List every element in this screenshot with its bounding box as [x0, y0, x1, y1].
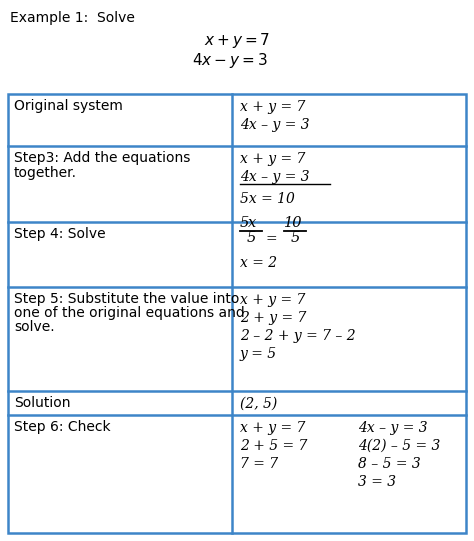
Text: 7 = 7: 7 = 7: [240, 457, 278, 471]
Text: y = 5: y = 5: [240, 347, 277, 361]
Text: 4(2) – 5 = 3: 4(2) – 5 = 3: [358, 439, 440, 453]
Text: Step 6: Check: Step 6: Check: [14, 420, 110, 434]
Text: 4x – y = 3: 4x – y = 3: [358, 421, 428, 435]
Text: 4x – y = 3: 4x – y = 3: [240, 170, 310, 184]
Text: 5: 5: [247, 231, 256, 245]
Text: x = 2: x = 2: [240, 256, 277, 270]
Text: (2, 5): (2, 5): [240, 397, 277, 411]
Text: solve.: solve.: [14, 320, 55, 334]
Text: Original system: Original system: [14, 99, 123, 113]
Text: 2 – 2 + y = 7 – 2: 2 – 2 + y = 7 – 2: [240, 329, 356, 343]
Text: one of the original equations and: one of the original equations and: [14, 306, 245, 320]
Text: 2 + 5 = 7: 2 + 5 = 7: [240, 439, 307, 453]
Text: Step3: Add the equations: Step3: Add the equations: [14, 151, 191, 165]
Text: $x + y = 7$: $x + y = 7$: [204, 31, 270, 50]
Text: together.: together.: [14, 166, 77, 180]
Text: Step 5: Substitute the value into: Step 5: Substitute the value into: [14, 292, 239, 306]
Text: Solution: Solution: [14, 396, 71, 410]
Text: 5x = 10: 5x = 10: [240, 192, 295, 206]
Text: 8 – 5 = 3: 8 – 5 = 3: [358, 457, 421, 471]
Text: 5: 5: [291, 231, 300, 245]
Text: x + y = 7: x + y = 7: [240, 421, 305, 435]
Text: $4x - y = 3$: $4x - y = 3$: [192, 51, 268, 70]
Text: 2 + y = 7: 2 + y = 7: [240, 311, 306, 325]
Text: x + y = 7: x + y = 7: [240, 100, 305, 114]
Text: x: x: [248, 216, 256, 230]
Text: Step 4: Solve: Step 4: Solve: [14, 227, 106, 241]
Text: 4x – y = 3: 4x – y = 3: [240, 118, 310, 132]
Text: x + y = 7: x + y = 7: [240, 152, 305, 166]
Bar: [8, 94, 466, 533]
Text: x + y = 7: x + y = 7: [240, 293, 305, 307]
Text: =: =: [266, 232, 278, 246]
Text: Example 1:  Solve: Example 1: Solve: [10, 11, 135, 25]
Text: 5: 5: [240, 216, 249, 230]
Text: 3 = 3: 3 = 3: [358, 475, 396, 489]
Text: 10: 10: [284, 216, 302, 230]
